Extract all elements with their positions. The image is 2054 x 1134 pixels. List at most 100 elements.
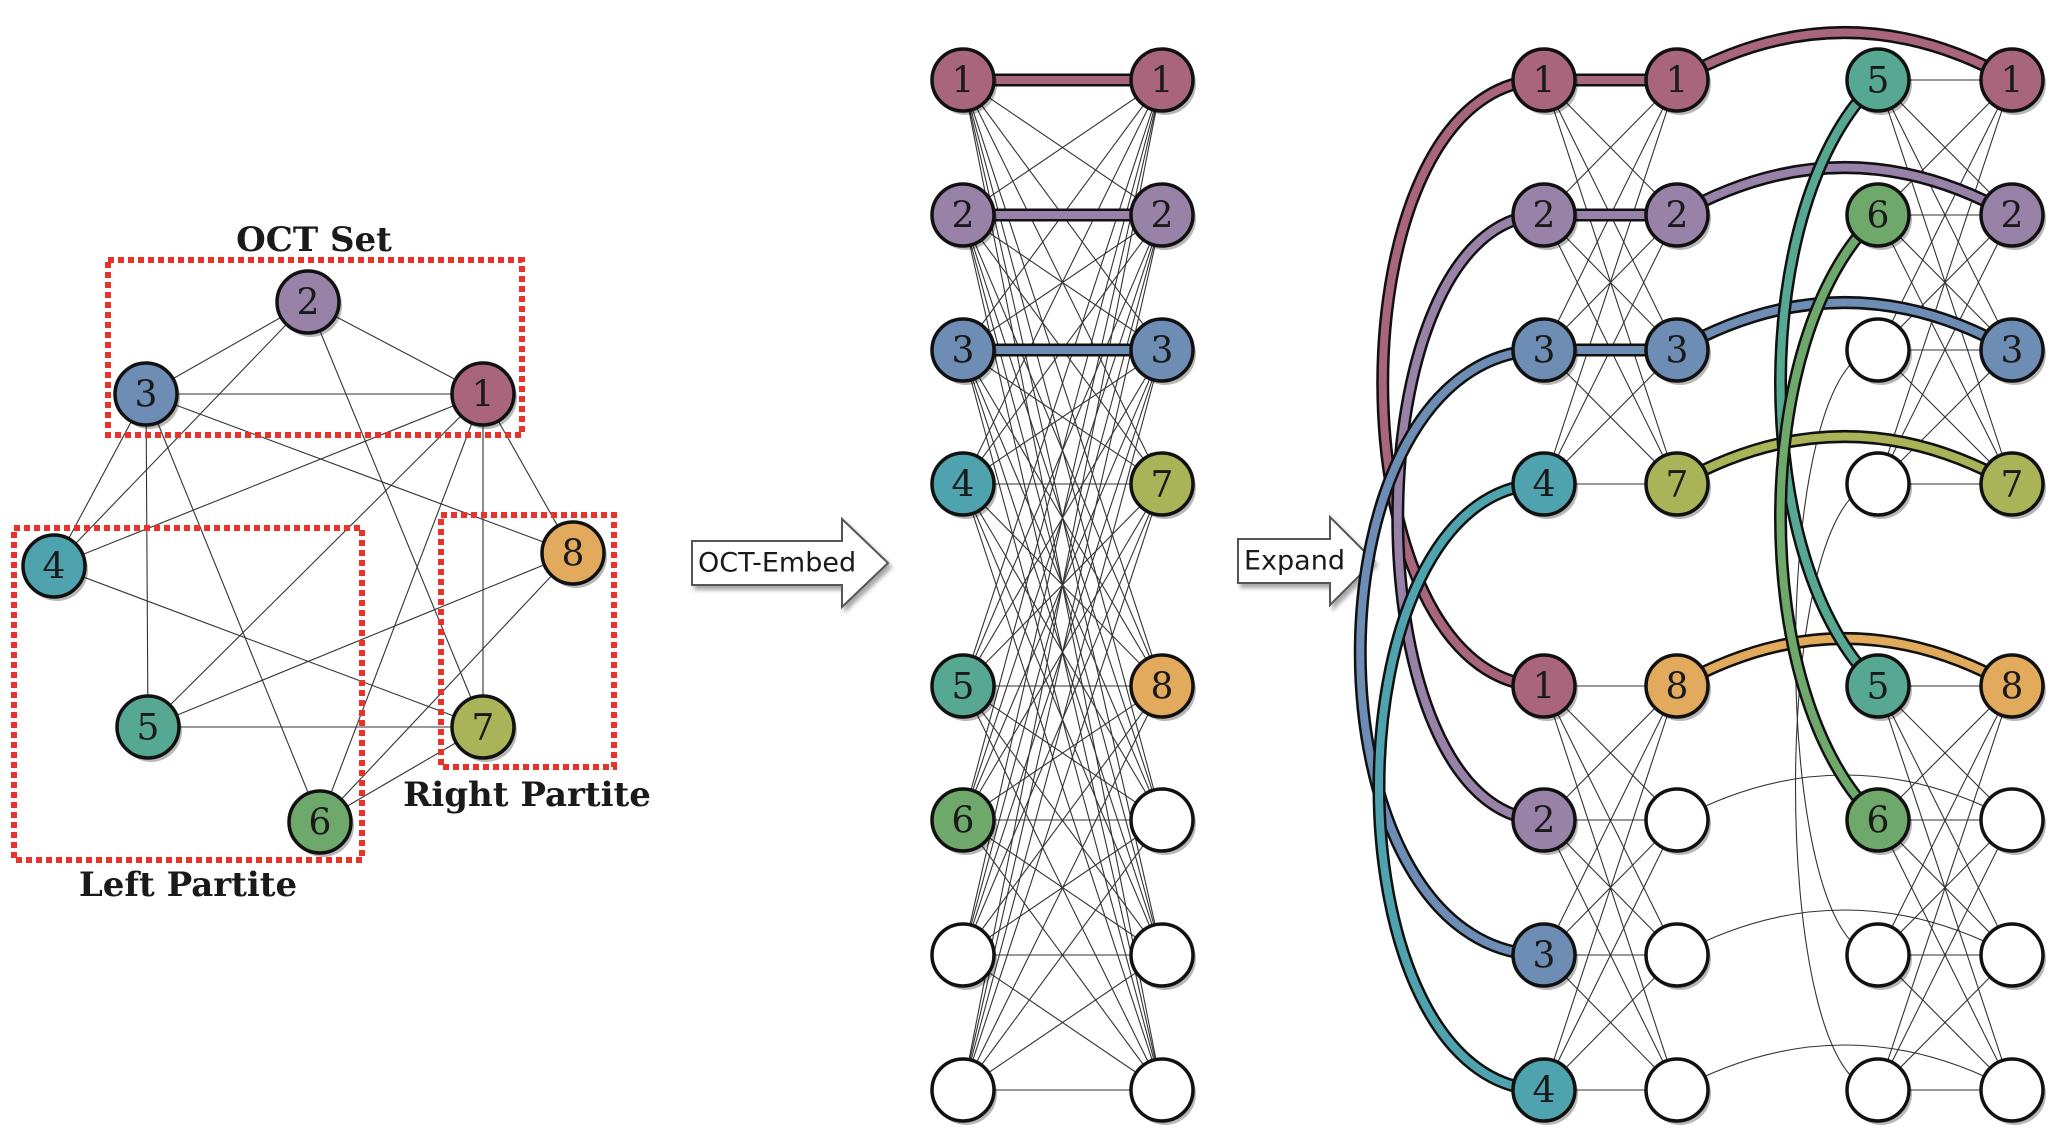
expand-colB-node-4-label: 8 [1666,667,1689,708]
expand-ccurve-6 [1774,208,1885,827]
expand-colA-node-2: 3 [1511,317,1578,385]
expand-colB-node-3-circle [1644,451,1710,517]
embed-right-node-1: 2 [1129,182,1196,250]
embed-right-node-3: 7 [1129,451,1196,519]
expand-colB-node-5 [1644,787,1711,855]
expand-bigarc-1-fill [1378,76,1548,690]
oct-embed-arrow-label: OCT-Embed [698,548,856,579]
embed-right-node-2: 3 [1129,317,1196,385]
expand-colA-node-1: 2 [1511,182,1578,250]
original-graph-panel: 2 3 1 4 8 5 7 6 OCT Set Right Partite Left Part… [11,220,651,905]
expand-edge-3-3-0 [1877,685,2013,1091]
expand-bigarc-4 [1372,477,1551,1097]
embed-left-node-6-circle [930,922,996,988]
embed-left-node-6 [930,922,997,990]
expand-colA-node-6-label: 3 [1533,936,1556,977]
embed-edge-6-4 [962,685,1163,956]
embed-edge-4-0 [962,79,1163,687]
node-3-label: 3 [135,375,158,416]
edge-3-8 [145,393,574,554]
expand-arc-7 [1670,430,2019,491]
expanded-nodes: 1 1 5 1 2 2 6 2 3 3 3 4 7 7 1 8 5 8 2 6 3 4 [1511,47,2046,1125]
expand-colC-node-1: 6 [1845,182,1912,250]
embed-right-node-3-circle [1129,451,1195,517]
expand-colB-node-3-label: 7 [1666,465,1689,506]
node-7: 7 [450,694,517,762]
embed-edge-7-6 [962,954,1163,1091]
expand-colD-node-2-circle [1979,317,2045,383]
embed-left-node-2-circle [930,317,996,383]
expand-colA-node-3-label: 4 [1533,465,1556,506]
embed-right-node-4-label: 8 [1151,667,1174,708]
expand-colD-node-3-circle [1979,451,2045,517]
oct-embed-arrow: OCT-Embed [691,516,890,610]
expand-colC-node-0-label: 5 [1867,61,1890,102]
embed-right-node-4: 8 [1129,653,1196,721]
embed-right-node-0: 1 [1129,47,1196,115]
embed-edge-5-0 [962,79,1163,821]
node-1-label: 1 [472,375,495,416]
edge-6-8 [319,552,574,823]
edge-2-7 [307,301,484,728]
expand-edge-1-2-0 [1543,685,1678,956]
expand-thin-arc-6 [1676,909,2013,956]
expand-colC-node-5: 6 [1845,787,1912,855]
embed-right-node-7 [1129,1057,1196,1125]
expand-colB-node-1-label: 2 [1666,196,1689,237]
expand-arc-1 [1670,26,2019,87]
expand-colB-node-0-label: 1 [1666,61,1689,102]
expand-arrow-shape [1237,514,1376,608]
edge-3-5 [145,393,149,728]
node-5-label: 5 [137,708,160,749]
embed-right-node-2-label: 3 [1151,331,1174,372]
expand-colA-node-2-circle [1511,317,1577,383]
expand-colA-node-4: 1 [1511,653,1578,721]
embed-left-node-2-label: 3 [952,331,975,372]
embed-right-node-2-circle [1129,317,1195,383]
expand-bigarc-3-fill [1356,346,1548,959]
embed-right-node-4-circle [1129,653,1195,719]
expand-colC-node-3-circle [1845,451,1911,517]
embed-edge-7-4 [962,685,1163,1091]
embed-edge-7-0 [962,79,1163,1091]
embed-left-node-4: 5 [930,653,997,721]
node-7-label: 7 [472,708,495,749]
node-4-label: 4 [43,547,66,588]
expand-colD-node-5-circle [1979,787,2045,853]
embed-left-node-2: 3 [930,317,997,385]
embed-edges [962,79,1163,1091]
node-8-circle [540,520,606,586]
expand-colB-node-1-circle [1644,182,1710,248]
expand-colA-node-1-circle [1511,182,1577,248]
embed-right-node-3-label: 7 [1151,465,1174,506]
expand-colD-node-5 [1979,787,2046,855]
expand-colD-node-6-circle [1979,922,2045,988]
expand-colB-node-7-circle [1644,1057,1710,1123]
embed-right-node-0-circle [1129,47,1195,113]
expand-arc-3-fill [1673,298,2016,354]
embed-left-node-5-circle [930,787,996,853]
expand-colA-node-6: 3 [1511,922,1578,990]
node-7-circle [450,694,516,760]
expand-colB-node-0: 1 [1644,47,1711,115]
embed-left-node-5-label: 6 [952,801,975,842]
expand-colA-node-7-circle [1511,1057,1577,1123]
expand-bigarc-1 [1376,73,1551,693]
embed-chains [956,73,1169,357]
node-6-circle [287,789,353,855]
node-3-circle [113,361,179,427]
expand-colB-node-1: 2 [1644,182,1711,250]
original-graph-nodes: 2 3 1 4 8 5 7 6 [21,269,607,857]
expand-colD-node-3-label: 7 [2001,465,2024,506]
node-6-label: 6 [309,803,332,844]
oct-embed-arrow-shape [691,516,890,610]
expand-arrow-label: Expand [1244,546,1345,577]
node-2: 2 [275,269,342,337]
expand-colA-node-5-label: 2 [1533,801,1556,842]
expand-colA-node-7: 4 [1511,1057,1578,1125]
embed-right-node-0-label: 1 [1151,61,1174,102]
embed-edge-7-2 [962,349,1163,1091]
embed-left-node-7-circle [930,1057,996,1123]
expand-arrow: Expand [1237,514,1376,608]
expand-bigarc-2-fill [1393,211,1548,824]
